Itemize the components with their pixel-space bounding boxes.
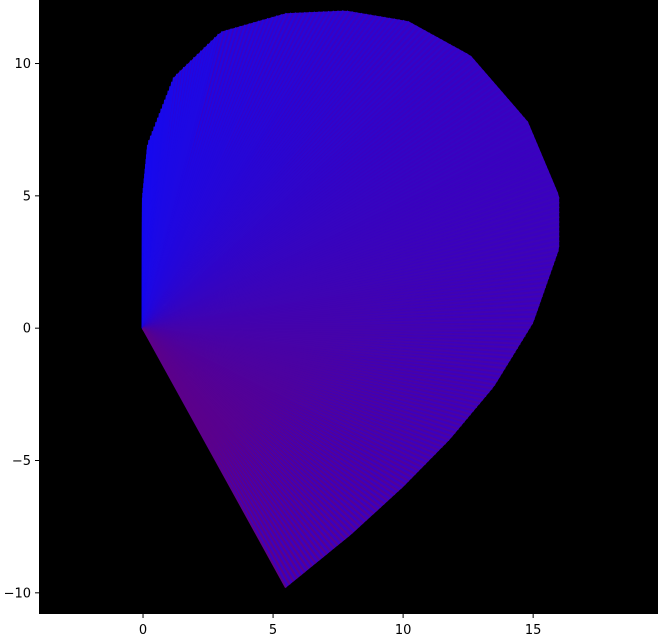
axis-ticks: 0 5 10 15 −10 −5 0 5 10	[4, 57, 542, 638]
fan-segment	[142, 327, 288, 589]
y-tick-label: 5	[23, 189, 31, 204]
x-tick-label: 10	[395, 623, 412, 638]
fan-segments	[141, 10, 560, 589]
x-tick-label: 15	[525, 623, 542, 638]
y-tick-label: 10	[14, 57, 31, 72]
y-tick-label: −5	[12, 454, 31, 469]
y-tick-label: −10	[4, 586, 31, 601]
x-tick-label: 5	[269, 623, 277, 638]
x-tick-label: 0	[139, 623, 147, 638]
y-tick-label: 0	[23, 322, 31, 337]
